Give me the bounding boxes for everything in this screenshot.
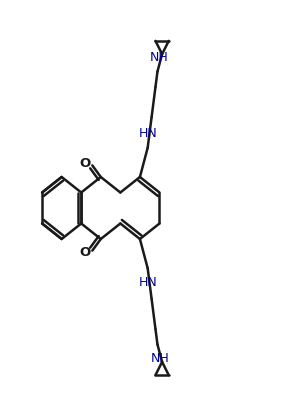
Text: HN: HN	[138, 275, 157, 289]
Text: NH: NH	[150, 51, 168, 64]
Text: HN: HN	[138, 127, 157, 141]
Text: NH: NH	[151, 352, 170, 365]
Text: O: O	[80, 157, 91, 170]
Text: O: O	[80, 246, 91, 259]
